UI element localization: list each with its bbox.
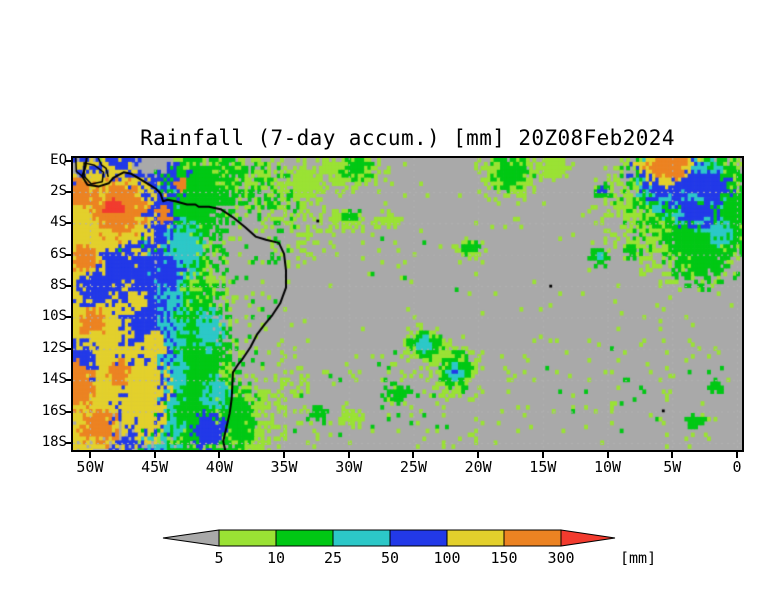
chart-title: Rainfall (7-day accum.) [mm] 20Z08Feb202… (140, 126, 675, 150)
rainfall-field-canvas (73, 158, 742, 450)
lat-tick-mark (65, 253, 71, 256)
lat-tick-mark (65, 159, 71, 162)
lon-tick-label: 5W (663, 458, 682, 476)
lon-tick-mark (541, 452, 544, 458)
lon-tick-mark (412, 452, 415, 458)
lon-tick-mark (218, 452, 221, 458)
lon-tick-label: 0 (732, 458, 742, 476)
colorbar-segment (446, 529, 505, 547)
colorbar-segment (218, 529, 277, 547)
lon-tick-label: 25W (399, 458, 427, 476)
lat-tick-mark (65, 316, 71, 319)
colorbar-over-arrow (560, 529, 616, 547)
lon-tick-label: 35W (270, 458, 298, 476)
colorbar-segment (275, 529, 334, 547)
colorbar-tick-label: 300 (547, 549, 574, 567)
lat-tick-mark (65, 222, 71, 225)
lat-tick-mark (65, 190, 71, 193)
lat-tick-label: 16S (41, 402, 67, 419)
lat-tick-mark (65, 285, 71, 288)
lat-tick-label: 18S (41, 433, 67, 450)
lon-tick-label: 45W (141, 458, 169, 476)
lat-tick-label: 14S (41, 371, 67, 388)
colorbar-tick-label: 100 (433, 549, 460, 567)
lat-tick-label: 6S (50, 245, 67, 262)
lon-tick-label: 40W (205, 458, 233, 476)
lon-tick-mark (283, 452, 286, 458)
lon-tick-mark (735, 452, 738, 458)
lon-tick-mark (671, 452, 674, 458)
lon-tick-label: 15W (529, 458, 557, 476)
lon-tick-mark (347, 452, 350, 458)
lon-tick-label: 20W (464, 458, 492, 476)
colorbar-legend: 5 10 25 50 100 150 300 [mm] (162, 529, 656, 567)
lon-tick-mark (606, 452, 609, 458)
lat-tick-mark (65, 410, 71, 413)
colorbar-tick-label: 5 (214, 549, 223, 567)
colorbar-segment (389, 529, 448, 547)
lat-tick-label: EQ (50, 151, 67, 168)
colorbar-tick-label: 50 (381, 549, 399, 567)
colorbar-under-arrow (162, 529, 220, 547)
colorbar-tick-label: 25 (324, 549, 342, 567)
lon-tick-label: 30W (335, 458, 363, 476)
lat-tick-mark (65, 441, 71, 444)
lat-tick-label: 10S (41, 308, 67, 325)
colorbar-tick-label: 10 (267, 549, 285, 567)
colorbar-segment (332, 529, 391, 547)
lat-tick-label: 2S (50, 182, 67, 199)
lon-tick-mark (477, 452, 480, 458)
lat-tick-mark (65, 347, 71, 350)
lat-tick-label: 4S (50, 214, 67, 231)
colorbar-unit-label: [mm] (620, 549, 656, 567)
lat-tick-mark (65, 379, 71, 382)
lon-tick-mark (153, 452, 156, 458)
colorbar-segment (503, 529, 562, 547)
lon-tick-mark (88, 452, 91, 458)
lon-tick-label: 50W (76, 458, 104, 476)
lat-tick-label: 8S (50, 277, 67, 294)
lat-tick-label: 12S (41, 339, 67, 356)
lon-tick-label: 10W (594, 458, 622, 476)
colorbar-tick-label: 150 (490, 549, 517, 567)
map-plot-area (71, 156, 744, 452)
